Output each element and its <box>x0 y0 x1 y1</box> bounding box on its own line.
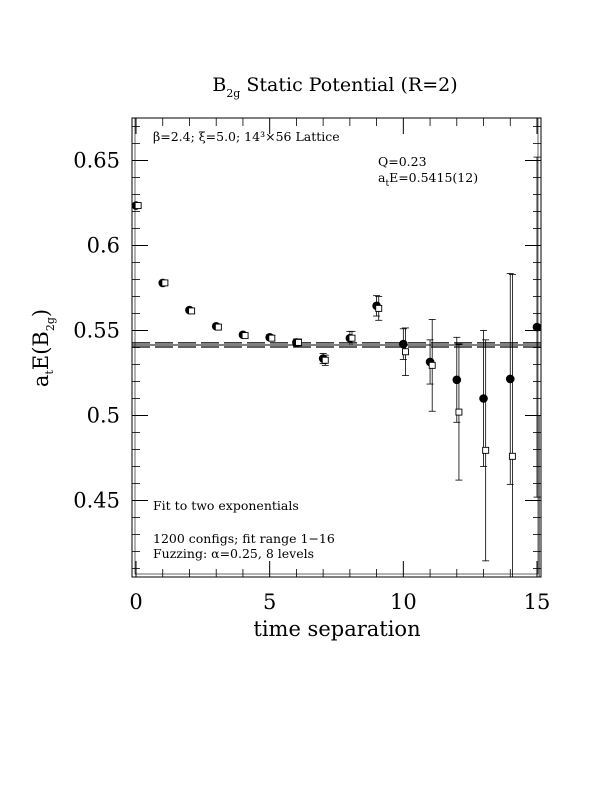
configs-note: 1200 configs; fit range 1−16 <box>153 531 335 546</box>
open-square-point <box>402 348 409 356</box>
open-square-point <box>214 323 222 331</box>
filled-circle-point <box>399 339 408 349</box>
open-square-point <box>241 332 249 340</box>
x-tick-label: 5 <box>263 590 276 614</box>
open-square-point <box>455 408 463 416</box>
y-axis-label: atE(B2g) <box>29 309 57 387</box>
filled-circle-point <box>452 375 462 385</box>
filled-circle-point <box>479 394 488 403</box>
energy-note: atE=0.5415(12) <box>378 170 478 189</box>
y-tick-label: 0.55 <box>73 319 120 343</box>
open-square-point <box>482 446 490 454</box>
x-axis-label: time separation <box>253 617 420 641</box>
filled-circle-point <box>532 322 541 332</box>
plot-frame-inner <box>134 117 539 575</box>
y-tick-label: 0.6 <box>87 234 120 258</box>
x-tick-label: 10 <box>390 590 417 614</box>
y-tick-label: 0.45 <box>73 489 120 513</box>
q-note: Q=0.23 <box>378 154 427 169</box>
open-square-point <box>161 279 169 287</box>
x-tick-label: 15 <box>524 590 551 614</box>
open-square-point <box>536 617 542 623</box>
x-tick-label: 0 <box>129 590 142 614</box>
data-points-group <box>132 156 542 623</box>
open-square-point <box>428 361 436 369</box>
open-square-point <box>321 356 329 364</box>
open-square-point <box>134 202 142 210</box>
open-square-point <box>348 334 356 342</box>
fit-note: Fit to two exponentials <box>153 498 299 513</box>
filled-circle-point <box>505 374 515 384</box>
open-square-point <box>375 304 383 312</box>
y-tick-label: 0.65 <box>73 149 120 173</box>
open-square-point <box>268 334 276 342</box>
chart-title: B2g Static Potential (R=2) <box>212 74 457 100</box>
open-square-point <box>295 338 302 346</box>
y-tick-label: 0.5 <box>87 404 120 428</box>
open-square-point <box>508 452 516 460</box>
open-square-point <box>188 307 196 315</box>
lattice-note: β=2.4; ξ=5.0; 14³×56 Lattice <box>153 129 340 144</box>
fuzzing-note: Fuzzing: α=0.25, 8 levels <box>153 546 314 561</box>
